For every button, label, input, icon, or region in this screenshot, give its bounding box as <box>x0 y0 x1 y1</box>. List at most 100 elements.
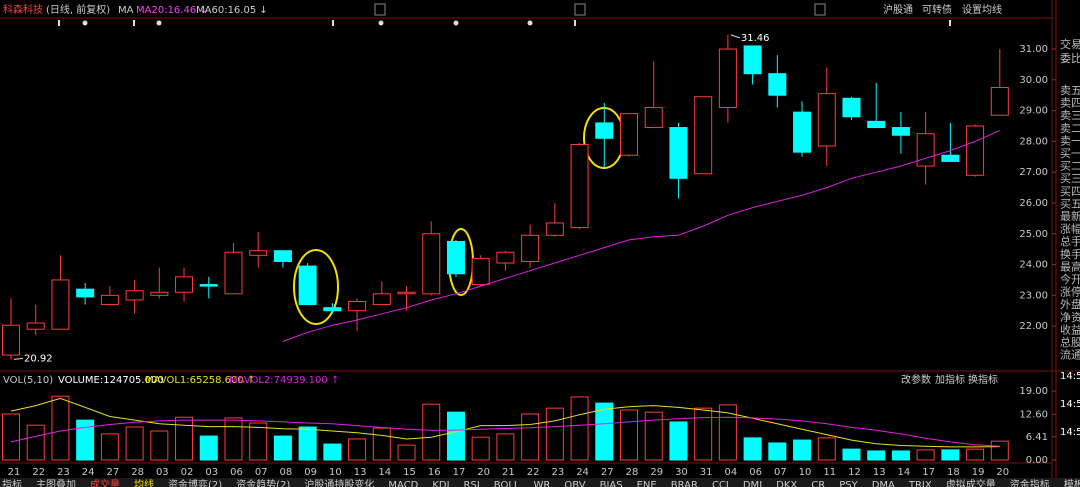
button[interactable]: 换指标 <box>968 373 998 386</box>
tab[interactable]: MACD <box>388 480 418 487</box>
ma-line <box>10 416 1000 447</box>
tab[interactable]: ENE <box>637 480 657 487</box>
candle-body <box>990 87 1009 116</box>
marker <box>949 20 951 26</box>
tab[interactable]: OBV <box>564 480 585 487</box>
candle-body <box>249 250 268 256</box>
candle-body <box>570 143 589 229</box>
x-tick-label: 24 <box>576 467 589 478</box>
button[interactable]: 加指标 <box>935 373 965 386</box>
info-label: 总股 <box>1060 335 1080 349</box>
candle-body <box>372 293 391 306</box>
x-tick-label: 16 <box>428 467 441 478</box>
y-tick-label: 6.41 <box>1026 432 1048 443</box>
tab[interactable]: 均线 <box>134 478 154 487</box>
tab[interactable]: 资金趋势(2) <box>236 478 290 487</box>
tab[interactable]: DMA <box>872 480 895 487</box>
tab[interactable]: PSY <box>839 480 858 487</box>
volume-bar <box>372 427 391 461</box>
x-tick-label: 27 <box>107 467 120 478</box>
tab[interactable]: 成交量 <box>90 478 120 487</box>
tab[interactable]: 资金指标 <box>1010 478 1050 487</box>
volume-bar <box>249 422 268 461</box>
link[interactable]: 沪股通 <box>883 3 913 16</box>
tab[interactable]: 主图叠加 <box>36 479 76 487</box>
marker <box>574 20 576 26</box>
tab[interactable]: 指标 <box>2 478 22 487</box>
marker <box>527 20 533 26</box>
volume-bar <box>941 449 960 461</box>
volume-bar <box>2 413 20 461</box>
tab[interactable]: KDJ <box>432 480 449 487</box>
button[interactable]: 改参数 <box>901 373 931 386</box>
tab[interactable]: DKX <box>776 480 797 487</box>
candle-body <box>298 265 317 306</box>
marker <box>156 20 162 26</box>
marker <box>82 20 88 26</box>
candle-body <box>125 290 144 301</box>
info-label: 涨停 <box>1060 285 1080 299</box>
highlight <box>293 249 339 325</box>
info-label: 总手 <box>1060 234 1080 248</box>
tab[interactable]: 资金博弈(2) <box>168 478 222 487</box>
info-label: 卖二 <box>1060 122 1080 135</box>
candle-body <box>51 279 70 330</box>
help-icon[interactable] <box>814 3 826 16</box>
candle-body <box>793 111 812 153</box>
volume-bar <box>842 448 861 461</box>
volume-bar <box>51 395 70 461</box>
candle-body <box>743 45 762 75</box>
volume-bar <box>793 439 812 461</box>
tab[interactable]: CCI <box>712 480 729 487</box>
tab[interactable]: WR <box>534 480 551 487</box>
annotation-arrow <box>13 357 24 360</box>
help-icon[interactable] <box>574 3 586 16</box>
tab[interactable]: 虚拟成交量 <box>946 478 996 487</box>
volume-bar <box>570 396 589 461</box>
candle-body <box>817 93 836 147</box>
volume-bar <box>348 438 367 461</box>
link[interactable]: 设置均线 <box>962 3 1002 16</box>
tab[interactable]: TRIX <box>908 480 932 487</box>
legend-entry: MAVOL1:65258.600 ↑ <box>145 375 255 386</box>
tab[interactable]: BRAR <box>671 480 698 487</box>
y-tick-label: 12.60 <box>1019 409 1048 420</box>
tab[interactable]: CR <box>811 480 825 487</box>
tab[interactable]: DMI <box>743 480 762 487</box>
y-tick-label: 23.00 <box>1019 290 1048 301</box>
tab[interactable]: 模板 <box>1064 478 1080 487</box>
tab[interactable]: BOLL <box>494 480 520 487</box>
x-tick-label: 28 <box>626 467 639 478</box>
info-label: 最新 <box>1060 209 1080 223</box>
y-tick-label: 26.00 <box>1019 198 1048 209</box>
info-label: 卖一 <box>1060 134 1080 147</box>
x-tick-label: 17 <box>453 467 466 478</box>
x-tick-label: 03 <box>156 467 169 478</box>
candle-body <box>273 250 292 262</box>
info-label: 买五 <box>1060 197 1080 210</box>
link[interactable]: 可转债 <box>922 3 952 16</box>
help-icon[interactable] <box>374 3 386 16</box>
info-label: 涨幅 <box>1060 223 1080 236</box>
x-tick-label: 11 <box>823 467 836 478</box>
candle-body <box>620 113 638 156</box>
volume-bar <box>620 409 638 461</box>
x-tick-label: 18 <box>947 467 960 478</box>
x-tick-label: 29 <box>650 467 663 478</box>
legend-entry: MAVOL2:74939.100 ↑ <box>229 375 339 386</box>
volume-bar <box>175 416 194 461</box>
x-tick-label: 21 <box>8 467 21 478</box>
marker <box>378 20 384 26</box>
volume-bar <box>422 403 441 461</box>
x-tick-label: 14 <box>378 467 391 478</box>
candle-body <box>446 240 465 275</box>
tab[interactable]: RSI <box>464 480 480 487</box>
annotation: 20.92 <box>24 353 53 364</box>
tab-bar <box>0 478 1080 487</box>
tab[interactable]: BIAS <box>600 480 623 487</box>
candle-body <box>471 257 490 286</box>
volume-bar <box>966 448 985 461</box>
tab[interactable]: 沪股通持股变化 <box>304 478 374 487</box>
